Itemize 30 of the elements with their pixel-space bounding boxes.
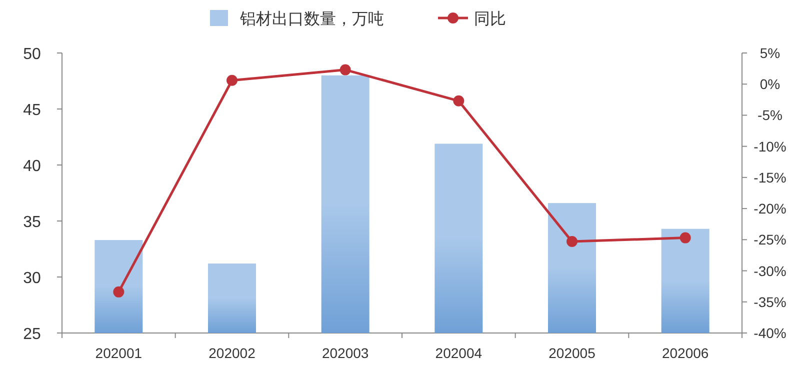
x-tick-label: 202002 (208, 345, 256, 361)
y2-tick-label: -5% (758, 107, 782, 124)
y-tick-label: 45 (23, 102, 41, 119)
x-tick-label: 202006 (662, 345, 709, 361)
y2-tick-label: -30% (754, 262, 786, 279)
x-tick-label: 202001 (95, 345, 142, 361)
y-tick-label: 50 (23, 46, 41, 63)
y2-tick-label: -20% (754, 200, 786, 217)
x-tick-label: 202004 (435, 345, 482, 361)
point (680, 232, 691, 244)
y-tick-label: 30 (23, 270, 41, 287)
y-tick-label: 35 (23, 214, 41, 231)
x-tick-label: 202003 (322, 345, 369, 361)
y-tick-label: 25 (23, 326, 41, 343)
x-tick-label: 202005 (548, 345, 596, 361)
y-tick-label: 40 (23, 158, 41, 175)
point (566, 236, 578, 248)
y2-tick-label: -35% (754, 294, 786, 310)
point (226, 74, 238, 86)
legend-label: 铝材出口数量，万吨 (239, 10, 384, 28)
point (113, 286, 124, 298)
y2-tick-label: -10% (754, 138, 786, 154)
legend-label: 同比 (474, 10, 506, 28)
y2-tick-label: -15% (754, 169, 786, 186)
y2-tick-label: 0% (760, 76, 780, 92)
y2-tick-label: -25% (754, 232, 786, 248)
y2-tick-label: 5% (760, 45, 780, 61)
point (453, 95, 464, 106)
y2-tick-label: -40% (754, 325, 786, 341)
point (340, 64, 351, 76)
